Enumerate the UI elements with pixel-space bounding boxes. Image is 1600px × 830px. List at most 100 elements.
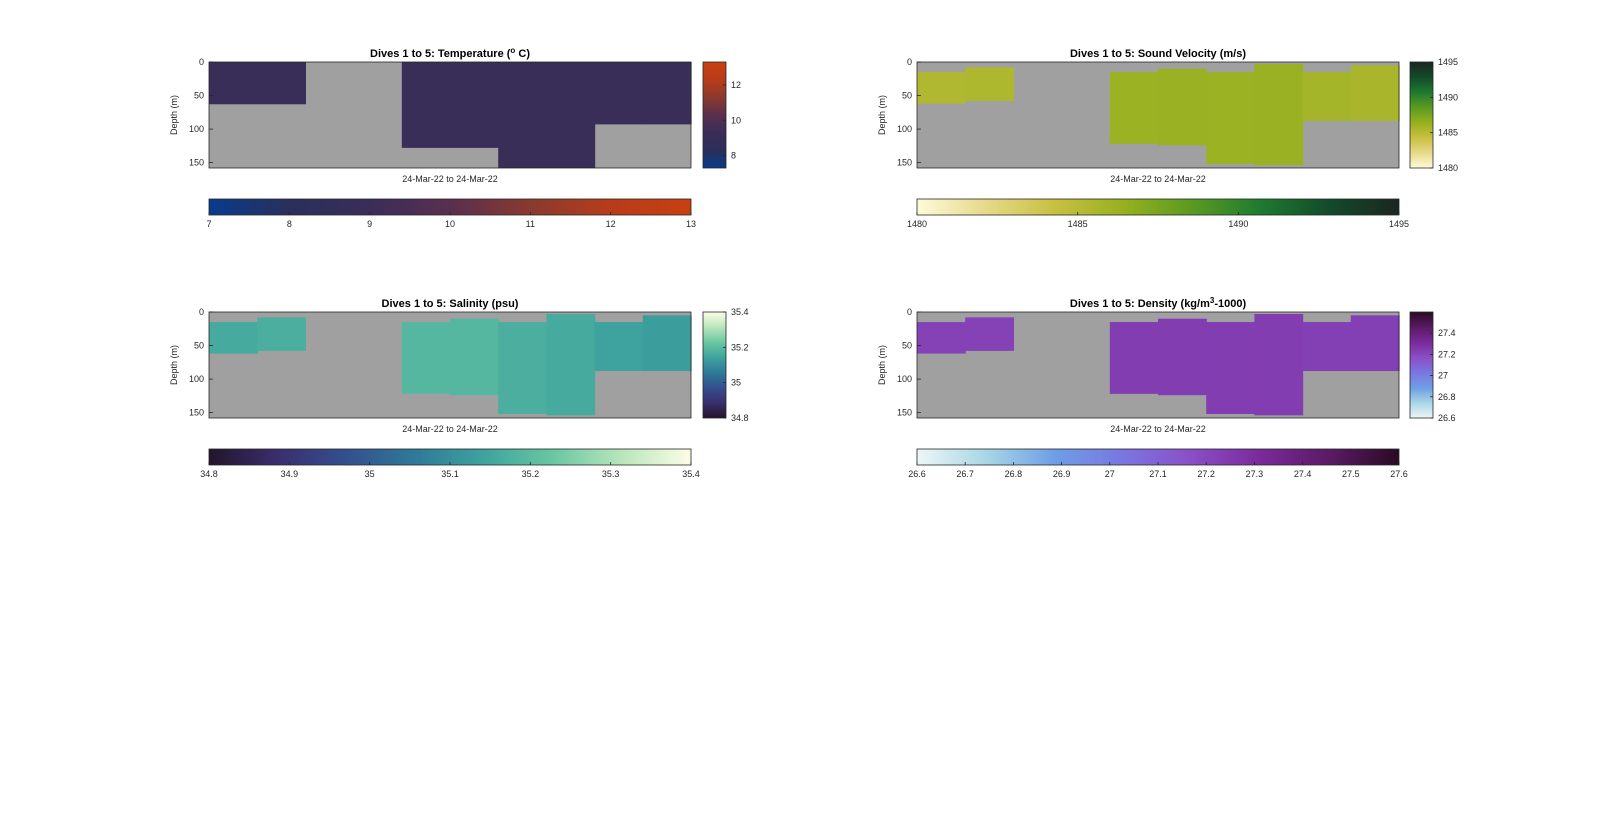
- colorbar-right-tick-label: 35.4: [731, 307, 749, 317]
- chart-panel-4: Dives 1 to 5: Density (kg/m3-1000) 0 50 100…: [877, 296, 1456, 480]
- y-tick-label: 0: [199, 307, 204, 317]
- chart-panel-3: Dives 1 to 5: Salinity (psu) 0 50 100 150 Dep…: [169, 298, 749, 479]
- x-axis-label: 24-Mar-22 to 24-Mar-22: [1110, 174, 1206, 184]
- colorbar-bottom-tick-label: 1485: [1068, 219, 1088, 229]
- profile-cell: [594, 62, 644, 125]
- y-tick-label: 50: [902, 91, 912, 101]
- colorbar-right-tick-label: 35: [731, 378, 741, 388]
- colorbar-bottom-tick-label: 35: [365, 469, 375, 479]
- colorbar-bottom-tick-label: 12: [606, 219, 616, 229]
- colorbar-right-tick-label: 12: [731, 80, 741, 90]
- colorbar-right-tick-label: 1495: [1438, 57, 1458, 67]
- y-tick-label: 150: [189, 408, 204, 418]
- colorbar-bottom-tick-label: 7: [206, 219, 211, 229]
- colorbar-bottom-tick-label: 27: [1105, 469, 1115, 479]
- profile-cell: [965, 317, 1014, 351]
- colorbar-bottom-tick-label: 35.1: [441, 469, 459, 479]
- chart-title: Dives 1 to 5: Salinity (psu): [382, 298, 519, 310]
- y-tick-label: 0: [907, 307, 912, 317]
- profile-cell: [401, 322, 451, 394]
- profile-cell: [257, 317, 306, 351]
- colorbar-bottom-tick-label: 35.4: [682, 469, 700, 479]
- plot-frame: [208, 311, 692, 419]
- colorbar-bottom-tick-label: 34.9: [281, 469, 299, 479]
- colorbar-right-tick-label: 8: [731, 151, 736, 161]
- y-tick-label: 50: [194, 341, 204, 351]
- colorbar-bottom-tick-label: 1480: [907, 219, 927, 229]
- colorbar-bottom-tick-label: 11: [526, 219, 535, 229]
- colorbar-bottom-tick-label: 13: [686, 219, 696, 229]
- y-tick-label: 100: [897, 124, 912, 134]
- chart-title: Dives 1 to 5: Density (kg/m3-1000): [1070, 296, 1247, 311]
- profile-cell: [1109, 72, 1159, 144]
- y-tick-label: 50: [902, 341, 912, 351]
- y-axis-label: Depth (m): [877, 345, 887, 385]
- chart-title: Dives 1 to 5: Temperature (o C): [370, 46, 530, 61]
- profile-cell: [498, 322, 547, 414]
- colorbar-bottom-tick-label: 27.2: [1197, 469, 1215, 479]
- colorbar-bottom-tick-label: 27.4: [1294, 469, 1312, 479]
- profile-cell: [594, 322, 644, 372]
- y-tick-label: 150: [897, 158, 912, 168]
- profile-cell: [1350, 65, 1400, 122]
- colorbar-right-tick-label: 1490: [1438, 92, 1458, 102]
- colorbar-bottom-tick-label: 8: [287, 219, 292, 229]
- y-tick-label: 100: [897, 374, 912, 384]
- colorbar-bottom-tick-label: 35.2: [522, 469, 540, 479]
- profile-cell: [1206, 322, 1255, 414]
- profile-cell: [1158, 318, 1207, 396]
- colorbar-bottom-tick-label: 27.3: [1246, 469, 1264, 479]
- profile-cell: [965, 67, 1014, 101]
- x-axis-label: 24-Mar-22 to 24-Mar-22: [1110, 424, 1206, 434]
- colorbar-bottom-tick-label: 26.8: [1005, 469, 1023, 479]
- profile-cell: [1109, 322, 1159, 394]
- profile-cell: [546, 62, 596, 168]
- chart-title: Dives 1 to 5: Sound Velocity (m/s): [1070, 48, 1246, 60]
- colorbar-right-tick-label: 10: [731, 115, 741, 125]
- profile-cell: [498, 62, 547, 168]
- profile-cell: [917, 322, 966, 354]
- colorbar-bottom: [916, 198, 1400, 216]
- colorbar-bottom-tick-label: 34.8: [200, 469, 218, 479]
- y-tick-label: 0: [907, 57, 912, 67]
- y-axis-label: Depth (m): [169, 345, 179, 385]
- colorbar-bottom-tick-label: 26.6: [908, 469, 926, 479]
- colorbar-bottom-tick-label: 35.3: [602, 469, 620, 479]
- colorbar-right-tick-label: 1485: [1438, 128, 1458, 138]
- profile-cell: [1254, 64, 1304, 166]
- profile-cell: [1206, 72, 1255, 164]
- y-axis-label: Depth (m): [877, 95, 887, 135]
- profile-cell: [401, 62, 451, 148]
- profile-cell: [1158, 68, 1207, 146]
- colorbar-right: [702, 311, 727, 419]
- profile-cell: [1302, 72, 1352, 122]
- colorbar-bottom-tick-label: 1490: [1228, 219, 1248, 229]
- y-tick-label: 100: [189, 374, 204, 384]
- profile-cell: [450, 318, 499, 396]
- y-tick-label: 100: [189, 124, 204, 134]
- profile-cell: [209, 322, 258, 354]
- colorbar-bottom-tick-label: 27.1: [1149, 469, 1167, 479]
- x-axis-label: 24-Mar-22 to 24-Mar-22: [402, 174, 498, 184]
- colorbar-right-tick-label: 27.4: [1438, 328, 1456, 338]
- profile-cell: [257, 62, 306, 105]
- colorbar-right-tick-label: 26.8: [1438, 392, 1456, 402]
- colorbar-bottom-tick-label: 26.7: [956, 469, 974, 479]
- colorbar-right-tick-label: 27: [1438, 371, 1448, 381]
- profile-cell: [917, 72, 966, 104]
- profile-cell: [209, 62, 258, 105]
- colorbar-right: [702, 61, 727, 169]
- chart-panel-1: Dives 1 to 5: Temperature (o C) 0 50 100 150…: [169, 46, 741, 230]
- profile-cell: [1302, 322, 1352, 372]
- profile-cell: [450, 62, 499, 148]
- colorbar-bottom-tick-label: 10: [445, 219, 455, 229]
- colorbar-bottom-tick-label: 27.5: [1342, 469, 1360, 479]
- colorbar-right-tick-label: 1480: [1438, 163, 1458, 173]
- plot-frame: [916, 311, 1400, 419]
- colorbar-right-tick-label: 35.2: [731, 342, 749, 352]
- profile-cell: [546, 314, 596, 416]
- plot-frame: [208, 61, 692, 169]
- profile-cell: [642, 315, 692, 372]
- profile-cell: [1350, 315, 1400, 372]
